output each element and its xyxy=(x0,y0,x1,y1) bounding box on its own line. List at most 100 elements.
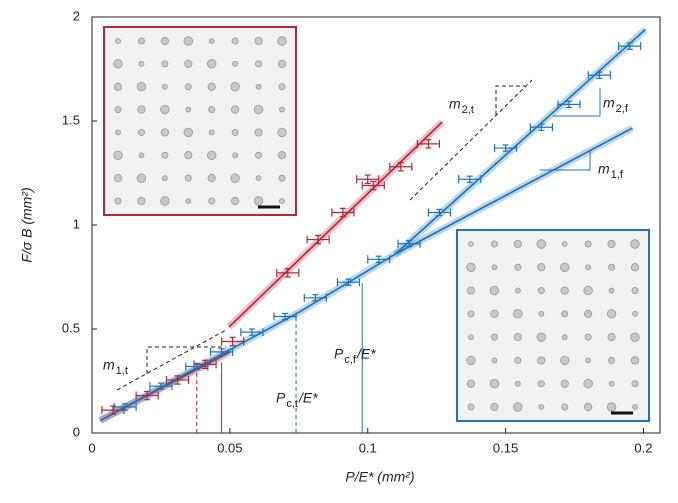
inset-dot xyxy=(279,106,285,113)
inset-dot xyxy=(230,82,240,92)
annotation: P xyxy=(276,390,286,406)
fit-line xyxy=(99,127,633,422)
inset-dot xyxy=(606,309,617,319)
inset-dot xyxy=(277,151,287,160)
y-tick-label: 0 xyxy=(73,424,80,439)
inset-dot xyxy=(113,150,123,160)
inset-dot xyxy=(490,309,499,318)
inset-dot xyxy=(467,310,475,318)
inset-dot xyxy=(607,239,616,249)
inset-dot xyxy=(608,356,616,364)
inset-dot xyxy=(560,286,569,295)
inset-dot xyxy=(513,333,522,342)
inset-dot xyxy=(584,240,592,248)
slope-guide xyxy=(146,346,226,374)
inset-dot xyxy=(490,333,498,341)
inset-dot xyxy=(560,262,570,272)
inset-dot xyxy=(185,198,192,204)
inset-dot xyxy=(561,241,568,247)
inset-dot xyxy=(184,83,192,91)
inset-dot xyxy=(630,263,640,272)
inset-dot xyxy=(207,59,217,69)
inset-dot xyxy=(278,83,286,91)
inset-dot xyxy=(160,128,169,137)
annotation-subscript: 1,f xyxy=(611,169,624,181)
inset-dot xyxy=(490,402,499,412)
inset-dot xyxy=(253,104,264,115)
inset-dot xyxy=(136,173,147,183)
inset-dot xyxy=(208,197,216,205)
slope-triangles xyxy=(116,79,533,391)
inset-dot xyxy=(536,239,546,249)
inset-dot xyxy=(277,127,287,138)
inset-dot xyxy=(468,241,474,247)
inset-dot xyxy=(630,239,640,249)
annotation: m xyxy=(603,95,615,111)
inset-dot xyxy=(254,128,263,137)
inset-dot xyxy=(583,285,593,296)
annotation-subscript: 2,f xyxy=(616,103,629,115)
y-tick-label: 1.5 xyxy=(62,112,80,127)
inset-dot xyxy=(208,129,215,136)
inset-dot xyxy=(630,356,640,365)
x-axis-label: P/E* (mm²) xyxy=(345,469,414,485)
inset-dot xyxy=(254,36,263,46)
inset-dot xyxy=(608,380,615,387)
inset-dot xyxy=(184,151,193,160)
inset-dot xyxy=(536,332,546,342)
inset-dot xyxy=(491,357,498,364)
x-tick-label: 0.2 xyxy=(634,440,652,455)
inset-dot xyxy=(184,59,193,68)
inset-dot xyxy=(160,196,170,206)
inset-dot xyxy=(232,152,239,159)
inset-dot xyxy=(161,83,168,90)
inset-dot xyxy=(608,287,615,294)
insets xyxy=(103,26,650,422)
annotation-subscript: c,f xyxy=(344,354,357,366)
inset-dot xyxy=(514,287,521,294)
y-axis-label: F/σ B (mm²) xyxy=(19,187,35,262)
inset-dot xyxy=(583,379,593,389)
inset-dot xyxy=(537,263,546,272)
inset-dot xyxy=(584,402,593,412)
inset-dot xyxy=(161,151,169,159)
inset-dot xyxy=(231,105,240,114)
annotation-tail: /E* xyxy=(298,390,318,406)
inset-dot xyxy=(514,380,521,387)
inset-dot xyxy=(630,332,640,342)
inset-dot xyxy=(537,380,545,388)
inset-dot xyxy=(137,196,146,206)
inset-dot xyxy=(537,356,546,365)
x-tick-label: 0.15 xyxy=(493,440,518,455)
inset-dot xyxy=(136,82,147,92)
inset-dot xyxy=(467,403,475,411)
slope-line xyxy=(409,79,533,201)
inset-dot xyxy=(584,309,593,318)
inset-dot xyxy=(585,357,592,364)
annotation: m xyxy=(598,161,610,177)
inset-dot xyxy=(115,38,121,44)
inset-dot xyxy=(466,286,476,295)
inset-dot xyxy=(514,356,522,364)
inset-dot xyxy=(560,355,570,366)
inset-dot xyxy=(183,127,193,138)
inset-image xyxy=(456,229,650,422)
slope-guide xyxy=(553,88,601,117)
inset-dot xyxy=(491,264,498,271)
fit-line xyxy=(394,28,646,255)
inset-dot xyxy=(513,402,523,412)
inset-dot xyxy=(561,334,568,341)
y-tick-label: 0.5 xyxy=(62,320,80,335)
inset-dot xyxy=(231,196,240,206)
inset-dot xyxy=(489,379,500,389)
inset-dot xyxy=(513,309,523,319)
inset-dot xyxy=(137,37,145,45)
inset-dot xyxy=(585,264,592,271)
inset-dot xyxy=(113,59,123,69)
inset-dot xyxy=(538,404,545,410)
inset-dot xyxy=(561,403,569,411)
inset-dot xyxy=(466,355,476,366)
inset-dot xyxy=(514,263,522,271)
inset-dot xyxy=(278,174,286,182)
